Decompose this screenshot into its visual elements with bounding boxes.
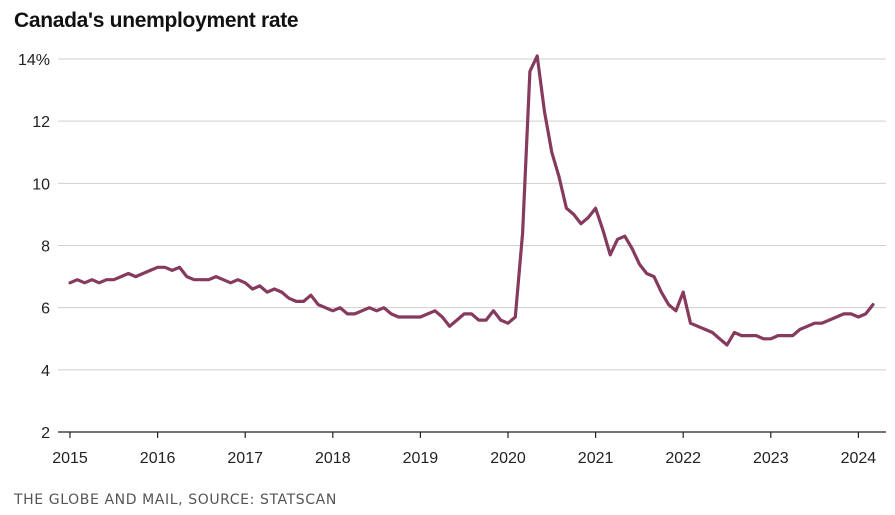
y-tick-label: 4 [41,363,50,380]
y-tick-label: 2 [41,425,50,442]
x-tick-label: 2015 [52,450,88,467]
source-credit: THE GLOBE AND MAIL, SOURCE: STATSCAN [14,492,337,508]
x-tick-label: 2021 [578,450,614,467]
unemployment-rate-line [68,54,875,347]
y-axis-ticks: 14% 12 10 8 6 4 2 [18,52,50,442]
x-tick-label: 2024 [841,450,877,467]
x-tick-label: 2023 [753,450,789,467]
x-tick-label: 2022 [665,450,701,467]
y-tick-label: 6 [41,301,50,318]
y-tick-label: 12 [32,114,50,131]
y-tick-label: 14% [18,52,50,69]
x-axis: 2015 2016 2017 2018 2019 2020 2021 2022 2023 2024 [52,432,876,467]
gridlines [58,58,886,433]
x-tick-label: 2020 [490,450,526,467]
chart-title: Canada's unemployment rate [14,9,299,32]
series-group [68,54,875,347]
y-tick-label: 10 [32,176,50,193]
x-tick-label: 2019 [403,450,439,467]
y-tick-label: 8 [41,239,50,256]
x-tick-label: 2016 [140,450,176,467]
x-tick-label: 2018 [315,450,351,467]
x-tick-label: 2017 [227,450,263,467]
